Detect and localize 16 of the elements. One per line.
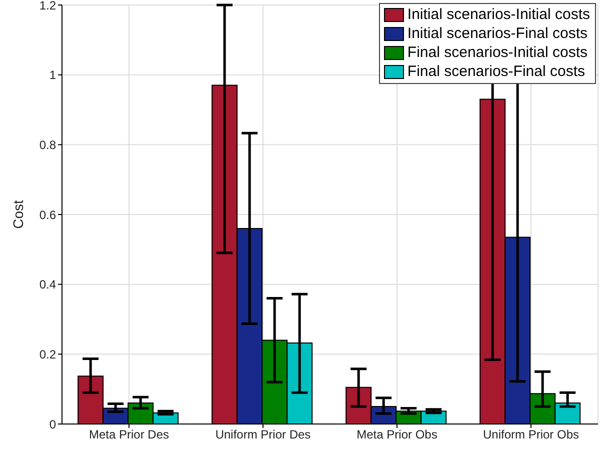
x-tick-label: Meta Prior Des [88, 428, 170, 442]
y-tick-label: 1.2 [39, 0, 56, 12]
y-axis-title: Cost [10, 200, 26, 229]
legend-label: Initial scenarios-Initial costs [407, 5, 590, 24]
y-tick-label: 0.6 [39, 208, 56, 222]
legend-label: Final scenarios-Initial costs [407, 43, 588, 62]
y-tick-label: 0.4 [39, 278, 56, 292]
x-tick-label: Uniform Prior Obs [482, 428, 580, 442]
y-tick-label: 0.8 [39, 138, 56, 152]
y-tick-label: 0 [49, 417, 56, 432]
y-tick-label: 0.2 [39, 347, 56, 362]
legend-label: Initial scenarios-Final costs [407, 24, 588, 43]
legend-label: Final scenarios-Final costs [407, 62, 585, 81]
y-tick-label: 1 [49, 68, 56, 82]
x-tick-label: Uniform Prior Des [215, 428, 311, 442]
x-tick-label: Meta Prior Obs [356, 428, 438, 442]
